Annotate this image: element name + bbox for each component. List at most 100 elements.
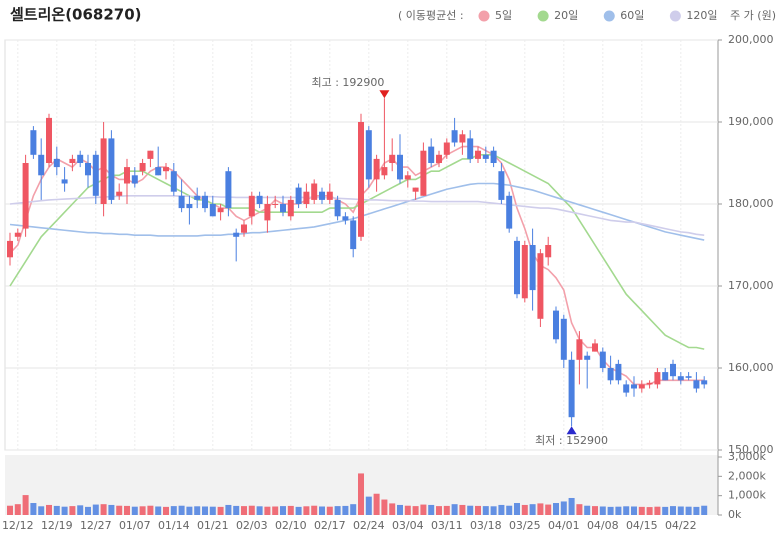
- volume-bar: [436, 506, 442, 515]
- candle-body: [568, 359, 575, 418]
- candle-body: [592, 343, 598, 352]
- candle-body: [490, 150, 497, 163]
- candle-body: [155, 167, 162, 176]
- volume-bar: [155, 506, 162, 515]
- candle-body: [529, 245, 536, 291]
- volume-bar: [319, 506, 325, 515]
- volume-bar: [607, 506, 614, 515]
- candle-body: [537, 253, 544, 319]
- candle-body: [443, 142, 450, 155]
- y-tick-label: 170,000: [728, 279, 774, 292]
- candle-body: [225, 171, 232, 209]
- candle-body: [30, 130, 37, 155]
- candle-body: [545, 245, 552, 258]
- candle-body: [404, 175, 411, 180]
- volume-bar: [373, 493, 380, 515]
- volume-bar: [147, 505, 154, 515]
- x-tick-label: 02/24: [353, 519, 385, 532]
- candle-body: [654, 372, 661, 385]
- candle-body: [350, 220, 357, 250]
- candle-body: [553, 310, 559, 340]
- y-tick-label: 200,000: [728, 33, 774, 46]
- candle-body: [662, 372, 669, 381]
- x-tick-label: 03/11: [431, 519, 463, 532]
- candle-body: [389, 154, 396, 163]
- candle-body: [428, 146, 435, 163]
- volume-bar: [545, 504, 552, 515]
- volume-bar: [428, 504, 435, 515]
- legend: ( 이동평균선 : 5일 20일 60일 120일 주 가 (원): [398, 8, 776, 22]
- volume-bar: [623, 506, 630, 515]
- candle-body: [116, 191, 123, 196]
- candle-body: [280, 204, 286, 213]
- volume-bar: [358, 473, 364, 515]
- candle-body: [287, 199, 294, 217]
- candle-body: [459, 134, 466, 143]
- legend-title: ( 이동평균선 :: [398, 9, 464, 22]
- volume-bar: [685, 506, 692, 515]
- volume-bar: [521, 504, 528, 515]
- candle-body: [248, 195, 255, 217]
- volume-bar: [248, 505, 255, 515]
- volume-bar: [92, 504, 99, 515]
- volume-bar: [124, 505, 130, 515]
- volume-bar: [186, 506, 193, 515]
- candle-body: [139, 163, 146, 172]
- volume-bar: [53, 505, 60, 515]
- x-tick-label: 01/07: [119, 519, 151, 532]
- candle-body: [482, 154, 489, 159]
- volume-bar: [194, 506, 201, 515]
- candle-body: [412, 187, 419, 192]
- volume-tick-label: 3,000k: [728, 450, 766, 463]
- volume-bar: [163, 506, 169, 515]
- candle-body: [506, 195, 513, 229]
- candle-body: [584, 355, 591, 360]
- x-tick-label: 02/17: [314, 519, 346, 532]
- candle-body: [358, 122, 364, 237]
- volume-bar: [342, 505, 349, 515]
- volume-bar: [490, 506, 497, 515]
- candle-body: [272, 204, 279, 205]
- volume-tick-label: 0k: [728, 508, 742, 521]
- high-label: 최고 : 192900: [311, 76, 384, 89]
- volume-bar: [225, 504, 232, 515]
- x-tick-label: 03/25: [509, 519, 541, 532]
- volume-bar: [389, 503, 396, 515]
- x-tick-label: 01/14: [158, 519, 190, 532]
- volume-bar: [334, 506, 341, 515]
- plot-frame: [4, 39, 719, 451]
- candle-body: [467, 138, 474, 159]
- candle-body: [92, 154, 99, 196]
- candle-body: [615, 363, 622, 381]
- volume-bar: [61, 506, 68, 515]
- volume-bar: [256, 506, 263, 515]
- x-tick-label: 04/08: [587, 519, 619, 532]
- volume-bar: [272, 506, 279, 515]
- candle-body: [475, 150, 481, 159]
- x-tick-label: 12/12: [2, 519, 34, 532]
- volume-bar: [7, 505, 13, 515]
- legend-swatch: [537, 10, 549, 22]
- volume-bar: [365, 496, 372, 515]
- candle-body: [108, 138, 115, 200]
- moving-average-line: [9, 182, 705, 241]
- candle-body: [677, 376, 684, 381]
- candle-body: [514, 240, 520, 295]
- candle-body: [638, 384, 645, 389]
- candle-body: [147, 150, 154, 159]
- volume-bar: [467, 505, 474, 515]
- candle-body: [217, 208, 224, 213]
- volume-bar: [631, 506, 637, 515]
- volume-bar: [584, 505, 591, 515]
- volume-tick-label: 1,000k: [728, 489, 766, 502]
- candle-body: [623, 384, 630, 393]
- x-tick-label: 04/15: [626, 519, 658, 532]
- volume-bar: [77, 505, 84, 515]
- volume-bar: [638, 506, 645, 515]
- volume-bar: [38, 506, 45, 515]
- candle-body: [451, 130, 458, 143]
- volume-bar: [529, 504, 536, 515]
- volume-bar: [170, 506, 177, 515]
- candle-body: [631, 384, 637, 389]
- candle-body: [670, 363, 676, 377]
